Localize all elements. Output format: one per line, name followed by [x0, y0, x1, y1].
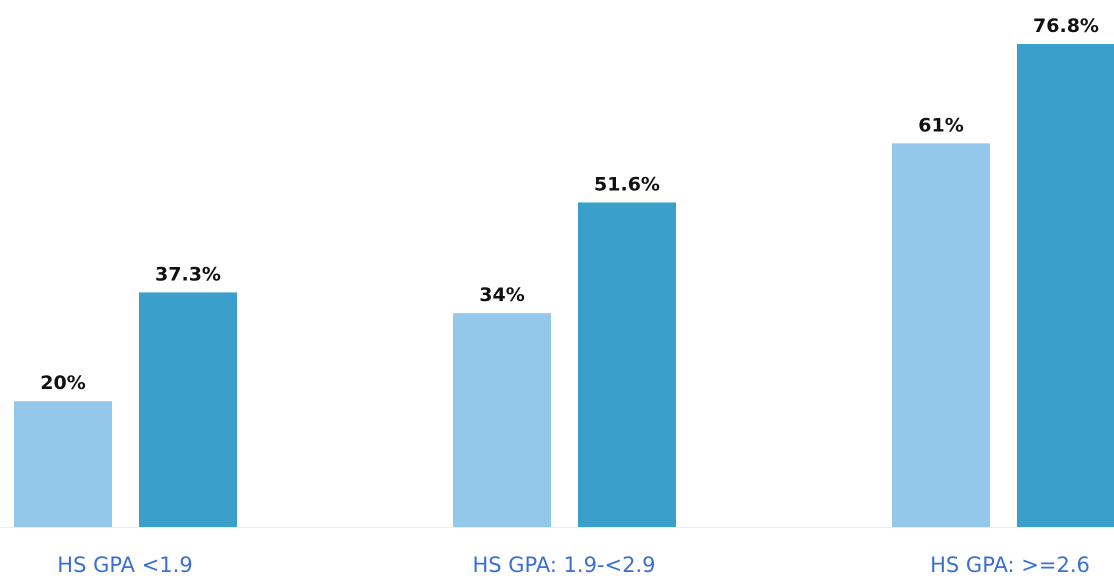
- x-tick-label: HS GPA: 1.9-<2.9: [472, 553, 655, 577]
- value-label: 20%: [40, 372, 85, 394]
- value-label: 37.3%: [155, 263, 221, 285]
- bar: [1017, 44, 1114, 527]
- bar: [578, 202, 676, 527]
- value-label: 34%: [479, 284, 524, 306]
- x-tick-label: HS GPA <1.9: [57, 553, 192, 577]
- value-label: 51.6%: [594, 173, 660, 195]
- bar: [139, 292, 237, 527]
- bar: [453, 313, 551, 527]
- bar: [892, 143, 990, 527]
- x-tick-label: HS GPA: >=2.6: [930, 553, 1090, 577]
- bar: [14, 401, 112, 527]
- value-label: 61%: [918, 114, 963, 136]
- value-label: 76.8%: [1033, 15, 1099, 37]
